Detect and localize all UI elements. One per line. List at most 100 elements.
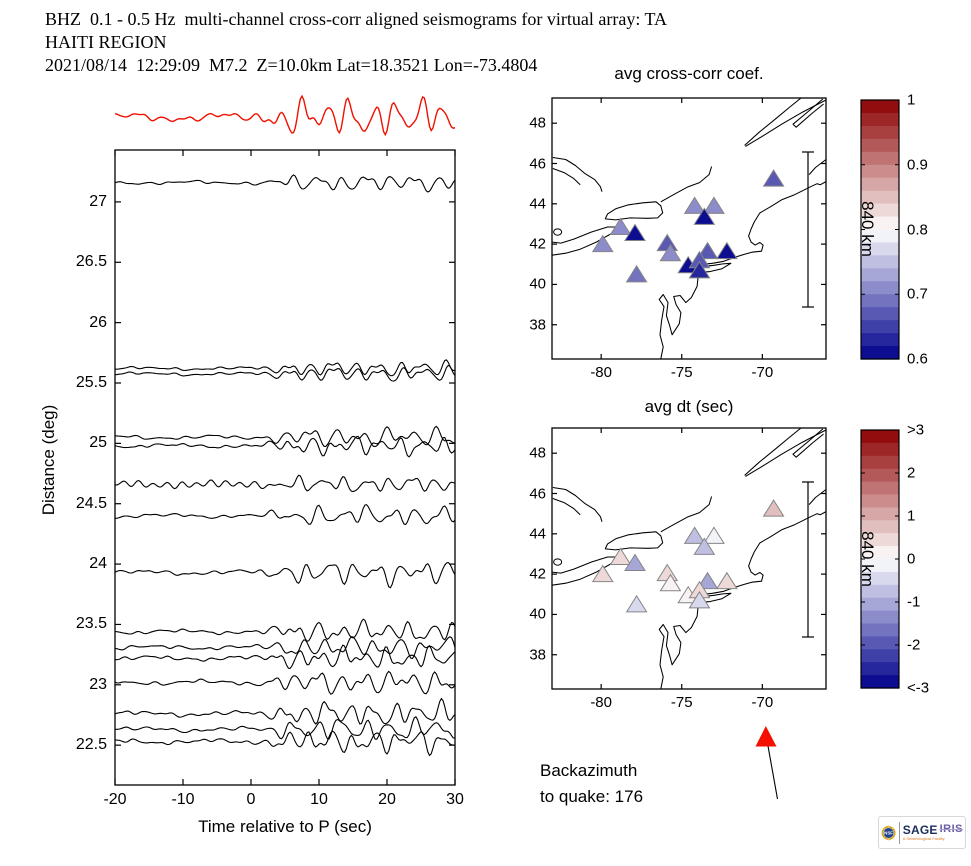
map-cc-y-tick-label: 48 (529, 114, 546, 132)
colorbar-dt-tick-label: 2 (907, 464, 916, 482)
colorbar-band (861, 546, 899, 560)
backazimuth-arrow (755, 726, 779, 800)
seismogram-x-tick-label: 0 (246, 791, 256, 808)
sage-tagline: A Seismological Facility (902, 837, 945, 841)
coastline-path (660, 496, 713, 533)
colorbar-band (861, 346, 899, 360)
logo-divider (899, 821, 900, 844)
map-dt-y-tick-label: 42 (529, 565, 546, 583)
map-dt-y-tick-label: 38 (529, 646, 546, 664)
station-marker (762, 169, 785, 187)
coastline-path (745, 429, 826, 477)
map-dt-x-tick-label: -70 (751, 694, 774, 711)
colorbar-band (861, 584, 899, 599)
colorbar-band (861, 430, 899, 444)
colorbar-band (861, 125, 899, 140)
colorbar-band (861, 177, 899, 192)
colorbar-band (861, 559, 899, 573)
nsf-sage-iris-logo: NSF SAGE IRIS A Seismological Facility (878, 816, 966, 849)
colorbar-band (861, 281, 899, 295)
map-dt-x-tick-label: -80 (590, 694, 612, 711)
colorbar-band (861, 112, 899, 127)
seismogram-x-tick-label: -10 (171, 791, 195, 808)
seismogram-trace (115, 359, 456, 377)
colorbar-band (861, 268, 899, 282)
station-marker (683, 196, 706, 214)
colorbar-dt-tick-label: -1 (907, 593, 921, 611)
seismogram-x-tick-label: 10 (310, 791, 328, 808)
station-marker (624, 553, 646, 572)
seismogram-trace (114, 504, 456, 526)
station-marker (591, 564, 614, 583)
colorbar-cc-tick-label: 0.7 (907, 285, 928, 303)
map-cc-y-tick-label: 44 (529, 195, 546, 213)
seismogram-y-axis-title: Distance (deg) (39, 404, 58, 516)
map-dt-y-tick-label: 46 (529, 485, 546, 502)
logo-text-block: SAGE IRIS A Seismological Facility (903, 824, 963, 841)
station-marker (683, 526, 706, 544)
station-marker (609, 547, 632, 565)
seismogram-trace (114, 644, 456, 669)
nsf-seal-text: NSF (884, 830, 893, 835)
colorbar-cc-tick-label: 0.8 (907, 221, 928, 238)
seismogram-trace (114, 618, 456, 642)
map-cc-y-tick-label: 42 (529, 235, 546, 253)
station-marker (609, 217, 632, 235)
map-cc-scalebar-label: 840 km (858, 201, 877, 257)
map-dt-title: avg dt (sec) (644, 397, 734, 416)
colorbar-cc-tick-label: 0.9 (907, 156, 928, 174)
colorbar-band (861, 294, 899, 308)
colorbar-band (861, 533, 899, 547)
seismogram-trace (114, 364, 456, 382)
map-cc-x-tick-label: -80 (590, 364, 612, 381)
coastline-path (792, 428, 824, 458)
colorbar-dt-tick-label: 1 (907, 507, 916, 525)
coastline-path (552, 486, 603, 522)
coastline-path (808, 489, 826, 505)
colorbar-band (861, 151, 899, 166)
seismogram-x-tick-label: 30 (446, 791, 464, 808)
figure-title-line3: 2021/08/14 12:29:09 M7.2 Z=10.0km Lat=18… (45, 55, 538, 75)
seismogram-y-tick-label: 22.5 (75, 736, 107, 754)
map-dt-scalebar (802, 481, 814, 638)
seismogram-trace (114, 425, 456, 448)
coastline-path (552, 168, 581, 186)
seismogram-y-tick-label: 25 (89, 434, 107, 452)
colorbar-band (861, 623, 899, 637)
map-cc-axes-box (551, 97, 827, 360)
seismogram-trace (114, 697, 456, 725)
colorbar-dt (860, 429, 900, 689)
sage-wordmark: SAGE (902, 823, 938, 837)
map-dt-x-tick-label: -75 (670, 694, 693, 711)
map-cc-scalebar (802, 151, 814, 308)
colorbar-band (861, 100, 899, 114)
coastline-path (660, 166, 713, 203)
seismogram-trace (114, 716, 455, 740)
station-marker (624, 223, 646, 242)
seismogram-trace (114, 435, 456, 458)
colorbar-band (861, 138, 899, 153)
map-cc-coastline (552, 98, 826, 359)
coastline-path (604, 201, 664, 221)
seismogram-trace (114, 174, 456, 193)
map-cc-y-tick-label: 38 (529, 316, 546, 334)
colorbar-band (861, 320, 899, 334)
station-marker (762, 499, 785, 517)
coastline-path (744, 428, 802, 476)
reference-stack-trace (114, 94, 456, 137)
station-marker (703, 526, 725, 544)
map-dt-scalebar-label: 840 km (858, 531, 877, 587)
colorbar-band (861, 203, 899, 218)
colorbar-dt-tick-label: 0 (907, 550, 916, 568)
seismogram-y-tick-label: 24 (89, 555, 107, 573)
colorbar-cc-tick-label: 1 (907, 91, 916, 109)
colorbar-band (861, 455, 899, 470)
map-cc-title: avg cross-corr coef. (614, 64, 764, 83)
station-marker (656, 563, 679, 582)
coastline-path (808, 159, 826, 175)
map-dt-y-tick-label: 44 (529, 525, 546, 543)
colorbar-band (861, 507, 899, 521)
colorbar-cc (860, 99, 900, 360)
station-marker (688, 260, 711, 279)
